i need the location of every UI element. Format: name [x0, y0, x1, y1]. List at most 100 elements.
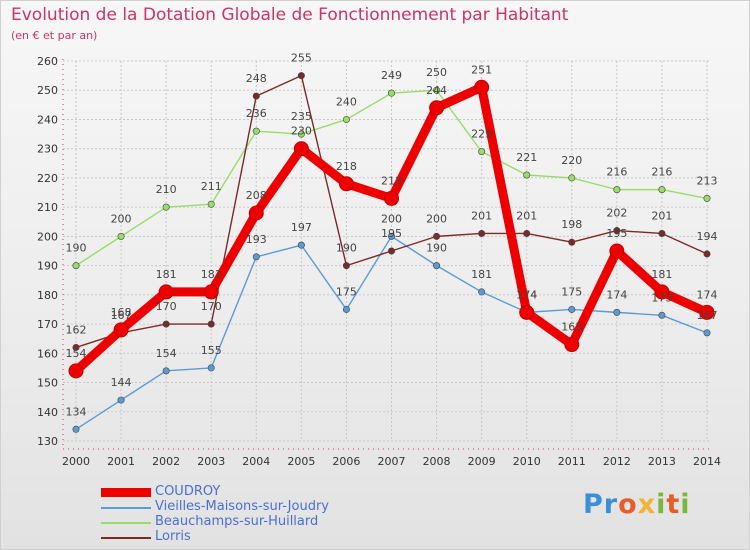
data-label: 201 [516, 209, 537, 222]
x-tick-label: 2008 [423, 455, 451, 468]
proxiti-logo: Proxiti [583, 489, 691, 520]
x-tick-label: 2013 [648, 455, 676, 468]
legend-label: COUDROY [155, 484, 221, 499]
data-label: 155 [201, 344, 222, 357]
x-tick-label: 2003 [197, 455, 225, 468]
data-point [568, 305, 576, 313]
data-point [658, 186, 666, 194]
data-label: 174 [516, 288, 537, 301]
data-point [658, 311, 666, 319]
data-point [429, 100, 445, 116]
data-point [342, 115, 350, 123]
data-point [117, 396, 125, 404]
data-label: 230 [291, 125, 312, 138]
data-label: 174 [697, 288, 718, 301]
x-tick-label: 2014 [693, 455, 721, 468]
data-point [207, 320, 215, 328]
data-label: 216 [606, 166, 627, 179]
data-label: 195 [606, 227, 627, 240]
data-point [613, 308, 621, 316]
data-point [68, 363, 84, 379]
data-label: 248 [246, 72, 267, 85]
y-tick-label: 160 [37, 347, 58, 360]
legend-swatch [101, 522, 151, 524]
data-point [293, 141, 309, 157]
data-point [252, 127, 260, 135]
data-label: 229 [471, 128, 492, 141]
x-tick-label: 2002 [152, 455, 180, 468]
data-label: 167 [697, 309, 718, 322]
data-point [162, 367, 170, 375]
data-label: 190 [426, 242, 447, 255]
chart-title: Evolution de la Dotation Globale de Fonc… [11, 5, 569, 25]
data-point [699, 304, 715, 320]
y-tick-label: 260 [37, 55, 58, 68]
legend-label: Vieilles-Maisons-sur-Joudry [155, 499, 329, 514]
data-point [703, 250, 711, 258]
data-label: 144 [111, 376, 132, 389]
x-tick-label: 2012 [603, 455, 631, 468]
x-tick-label: 2004 [242, 455, 270, 468]
data-point [478, 229, 486, 237]
data-point [384, 190, 399, 206]
data-label: 170 [201, 300, 222, 313]
data-label: 193 [246, 233, 267, 246]
data-label: 197 [291, 221, 312, 234]
data-point [252, 92, 260, 100]
data-label: 201 [651, 209, 672, 222]
data-label: 211 [201, 180, 222, 193]
data-label: 154 [66, 347, 87, 360]
y-tick-label: 230 [37, 143, 58, 156]
data-point [72, 262, 80, 270]
data-label: 200 [426, 212, 447, 225]
data-point [474, 79, 490, 95]
data-point [338, 176, 354, 192]
data-point [342, 262, 350, 270]
data-label: 190 [336, 242, 357, 255]
data-point [297, 130, 305, 138]
data-point [72, 425, 80, 433]
data-point [252, 253, 260, 261]
legend-swatch [101, 507, 151, 509]
x-tick-label: 2006 [332, 455, 360, 468]
data-label: 236 [246, 107, 267, 120]
data-label: 167 [111, 309, 132, 322]
data-point [72, 343, 80, 351]
data-point [703, 329, 711, 337]
data-label: 198 [561, 218, 582, 231]
data-label: 202 [606, 207, 627, 220]
data-point [162, 320, 170, 328]
data-point [523, 229, 531, 237]
data-point [117, 232, 125, 240]
data-label: 201 [471, 209, 492, 222]
data-point [523, 171, 531, 179]
data-label: 220 [561, 154, 582, 167]
data-label: 200 [111, 212, 132, 225]
data-label: 218 [336, 160, 357, 173]
data-label: 173 [651, 291, 672, 304]
y-tick-label: 220 [37, 172, 58, 185]
data-point [207, 200, 215, 208]
data-label: 170 [156, 300, 177, 313]
data-label: 174 [516, 288, 537, 301]
data-label: 154 [156, 347, 177, 360]
data-label: 213 [381, 174, 402, 187]
data-label: 210 [156, 183, 177, 196]
data-label: 162 [66, 323, 87, 336]
data-point [297, 241, 305, 249]
y-tick-label: 190 [37, 260, 58, 273]
data-label: 200 [381, 212, 402, 225]
data-label: 134 [66, 405, 87, 418]
data-label: 221 [516, 151, 537, 164]
data-label: 181 [471, 268, 492, 281]
data-point [433, 232, 441, 240]
data-point [433, 86, 441, 94]
data-point [478, 148, 486, 156]
data-point [297, 72, 305, 80]
data-point [203, 284, 219, 300]
data-label: 208 [246, 189, 267, 202]
data-point [387, 247, 395, 255]
data-label: 181 [156, 268, 177, 281]
